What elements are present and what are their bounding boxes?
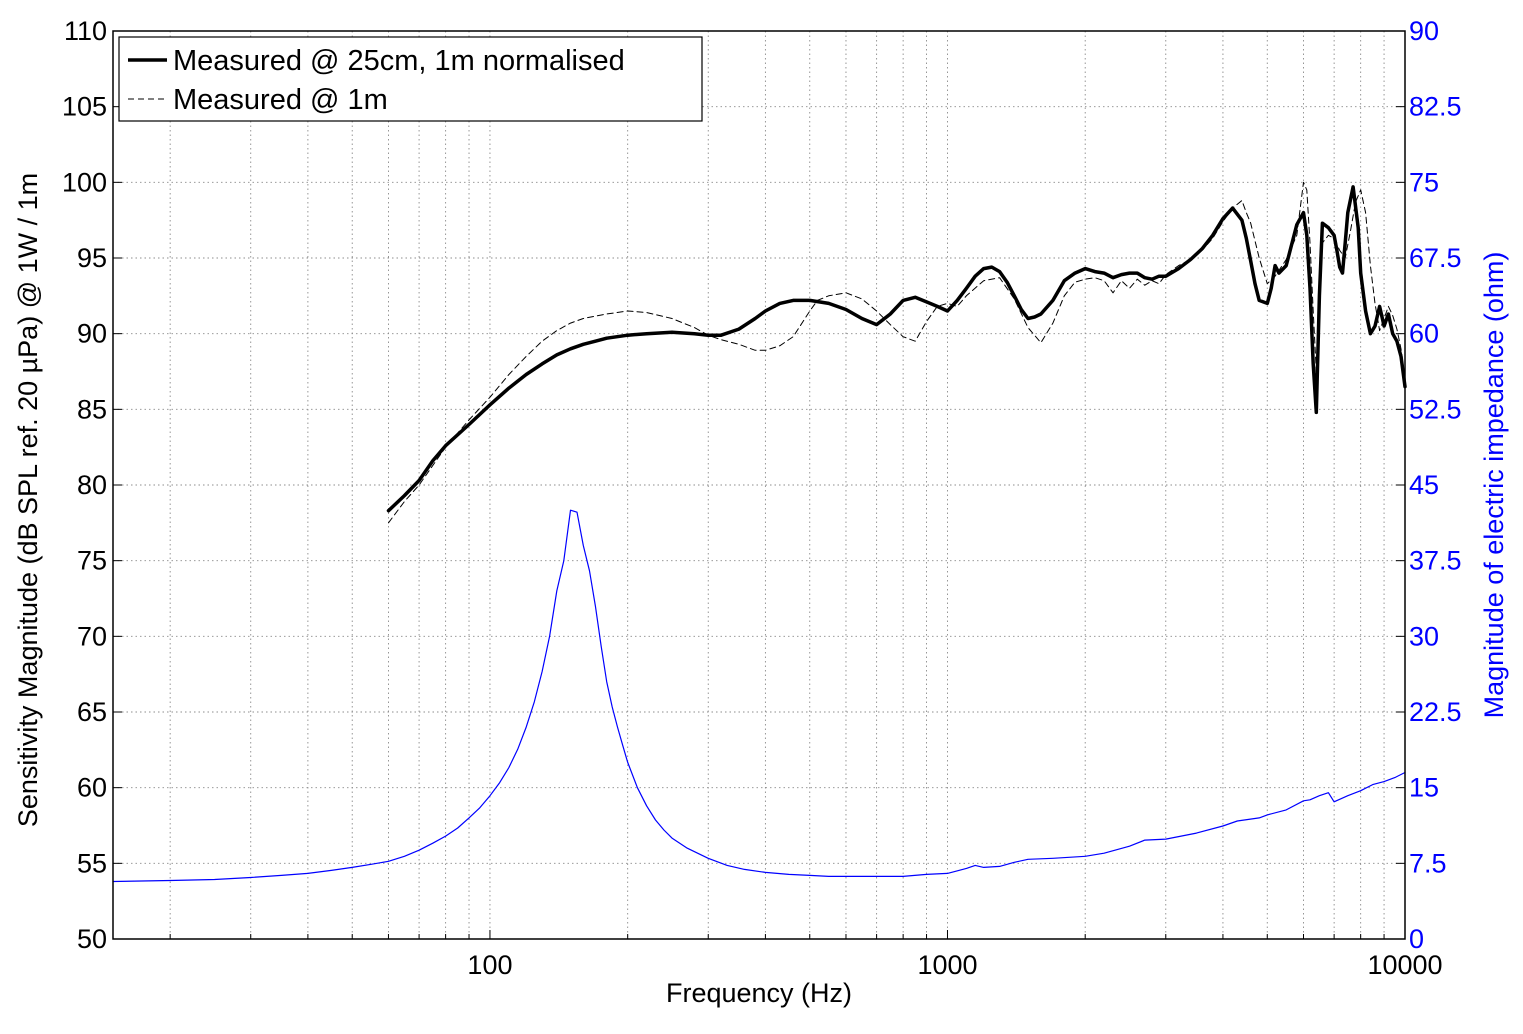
y-right-tick-label: 45 (1409, 470, 1439, 500)
x-tick-label: 100 (467, 950, 512, 980)
y-left-tick-label: 80 (77, 470, 107, 500)
y-right-tick-label: 90 (1409, 16, 1439, 46)
y-left-tick-label: 95 (77, 243, 107, 273)
legend-box (118, 36, 703, 122)
y-right-tick-label: 60 (1409, 319, 1439, 349)
y-left-tick-label: 75 (77, 546, 107, 576)
y-left-tick-label: 85 (77, 394, 107, 424)
y-left-tick-label: 110 (64, 16, 107, 46)
series-line-impedance (112, 509, 1406, 883)
y-right-tick-label: 67.5 (1409, 243, 1462, 273)
y-left-tick-label: 100 (62, 167, 107, 197)
y-axis-label-right: Magnitude of electric impedance (ohm) (1479, 252, 1509, 719)
y-left-tick-label: 50 (77, 924, 107, 954)
series-layer (112, 181, 1407, 883)
series-line-measured-1m (388, 181, 1406, 524)
grid-layer (113, 30, 1405, 940)
y-left-tick-label: 55 (77, 848, 107, 878)
legend-label-measured-1m: Measured @ 1m (173, 84, 388, 116)
y-right-tick-label: 82.5 (1409, 92, 1462, 122)
x-tick-label: 1000 (917, 950, 977, 980)
x-axis-label: Frequency (Hz) (666, 978, 852, 1008)
series-line-measured-25cm (386, 185, 1407, 513)
y-left-tick-label: 105 (62, 92, 107, 122)
y-left-tick-label: 70 (77, 621, 107, 651)
y-right-tick-label: 0 (1409, 924, 1424, 954)
y-left-tick-label: 60 (77, 773, 107, 803)
y-right-tick-label: 15 (1409, 773, 1439, 803)
legend-label-measured-25cm: Measured @ 25cm, 1m normalised (173, 45, 625, 77)
y-right-tick-label: 7.5 (1409, 848, 1447, 878)
y-right-tick-label: 52.5 (1409, 394, 1462, 424)
y-axis-label-left: Sensitivity Magnitude (dB SPL ref. 20 µP… (13, 173, 43, 827)
y-right-tick-label: 37.5 (1409, 546, 1462, 576)
x-tick-label: 10000 (1367, 950, 1442, 980)
y-right-tick-label: 30 (1409, 621, 1439, 651)
y-left-tick-label: 65 (77, 697, 107, 727)
label-layer: Frequency (Hz) Sensitivity Magnitude (dB… (13, 173, 1509, 1008)
legend: Measured @ 25cm, 1m normalised Measured … (118, 36, 703, 122)
y-right-tick-label: 75 (1409, 167, 1439, 197)
tick-layer: 50 55 60 65 70 75 80 85 90 95 100 105 110 0 7.5 15 22.5 3… (62, 16, 1462, 980)
y-right-tick-label: 22.5 (1409, 697, 1462, 727)
y-left-tick-label: 90 (77, 319, 107, 349)
